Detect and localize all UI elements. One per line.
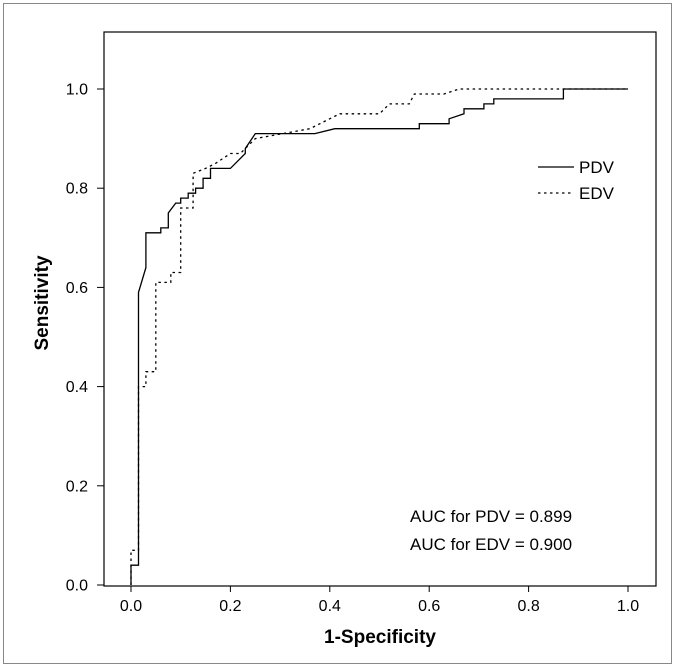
legend: PDV EDV [538,158,615,203]
series-layer [130,88,628,585]
x-tick-label-3: 0.6 [418,598,440,615]
x-tick-label-2: 0.4 [319,598,341,615]
plot-area-border [103,31,657,587]
legend-label-edv: EDV [579,184,615,203]
auc-annotation-0: AUC for PDV = 0.899 [410,507,572,526]
series-line-pdv [130,88,628,585]
y-tick-label-5: 1.0 [66,82,88,99]
auc-annotation-1: AUC for EDV = 0.900 [410,535,572,554]
y-tick-label-0: 0.0 [66,578,88,595]
legend-label-pdv: PDV [579,158,615,177]
x-tick-label-4: 0.8 [517,598,539,615]
auc-annotations: AUC for PDV = 0.899 AUC for EDV = 0.900 [410,507,572,554]
y-tick-label-3: 0.6 [66,280,88,297]
figure-frame [3,3,672,664]
y-axis-title: Sensitivity [32,255,53,350]
series-line-edv [130,88,628,585]
y-tick-label-4: 0.8 [66,181,88,198]
y-axis: 0.0 0.2 0.4 0.6 0.8 1.0 [66,82,104,595]
x-tick-label-1: 0.2 [219,598,241,615]
x-tick-label-0: 0.0 [120,598,142,615]
x-tick-label-5: 1.0 [617,598,639,615]
x-axis: 0.0 0.2 0.4 0.6 0.8 1.0 [120,586,639,615]
y-tick-label-2: 0.4 [66,379,88,396]
y-tick-label-1: 0.2 [66,478,88,495]
x-axis-title: 1-Specificity [324,627,436,648]
